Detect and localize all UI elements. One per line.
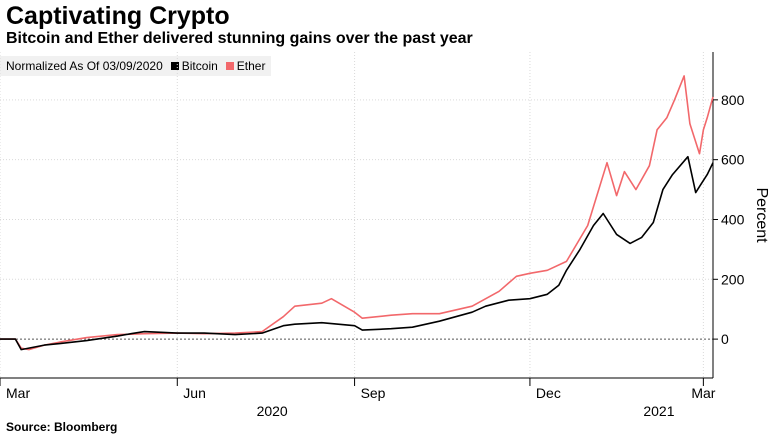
legend-swatch-ether [225, 62, 234, 70]
y-tick-label: 800 [721, 92, 745, 108]
y-tick-label: 0 [721, 331, 729, 347]
y-tick-label: 600 [721, 152, 745, 168]
source-note: Source: Bloomberg [6, 420, 118, 434]
y-tick-label: 200 [721, 271, 745, 287]
x-year-label: 2021 [643, 403, 674, 419]
legend-item-bitcoin: Bitcoin [170, 59, 218, 73]
x-tick-label: Mar [691, 385, 715, 401]
legend-label-ether: Ether [236, 59, 266, 73]
legend: Normalized As Of 03/09/2020 Bitcoin Ethe… [0, 56, 272, 76]
x-tick-label: Jun [183, 385, 206, 401]
y-tick-label: 400 [721, 211, 745, 227]
legend-swatch-bitcoin [170, 62, 179, 70]
chart-title: Captivating Crypto [6, 2, 230, 30]
x-tick-label: Mar [6, 385, 30, 401]
legend-label-bitcoin: Bitcoin [181, 59, 218, 73]
x-tick-label: Sep [361, 385, 386, 401]
x-year-label: 2020 [257, 403, 288, 419]
chart-subtitle: Bitcoin and Ether delivered stunning gai… [6, 30, 473, 47]
legend-item-ether: Ether [225, 59, 266, 73]
series-line-ether [0, 75, 714, 351]
series-line-bitcoin [0, 155, 714, 351]
x-tick-label: Dec [536, 385, 561, 401]
y-axis-label: Percent [753, 187, 770, 243]
legend-prefix: Normalized As Of 03/09/2020 [6, 59, 163, 73]
